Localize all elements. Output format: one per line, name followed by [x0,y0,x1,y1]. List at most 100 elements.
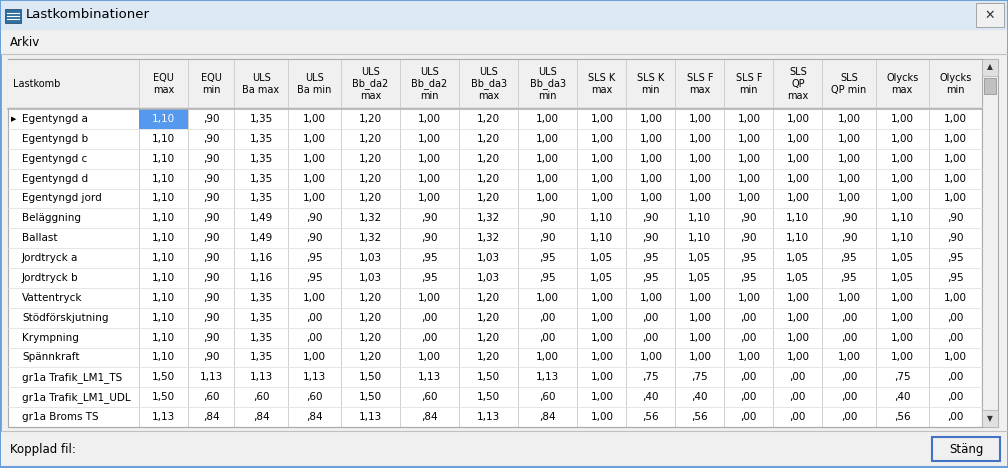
Text: ,60: ,60 [306,392,323,402]
Text: 1,00: 1,00 [786,333,809,343]
Text: 1,00: 1,00 [891,154,913,164]
Text: 1,00: 1,00 [591,293,613,303]
Text: ,00: ,00 [789,412,806,422]
Text: 1,00: 1,00 [891,313,913,323]
Text: 1,00: 1,00 [591,333,613,343]
Text: SLS
QP min: SLS QP min [832,73,867,95]
Text: 1,20: 1,20 [477,193,500,204]
Text: 1,10: 1,10 [152,333,175,343]
Text: 1,00: 1,00 [591,352,613,362]
Text: ,95: ,95 [948,273,964,283]
Text: 1,13: 1,13 [418,373,442,382]
Text: ,90: ,90 [203,333,220,343]
Text: 1,50: 1,50 [477,392,500,402]
Text: 1,10: 1,10 [786,213,809,223]
Text: 1,16: 1,16 [249,253,272,263]
Text: 1,16: 1,16 [249,273,272,283]
Text: ,00: ,00 [948,333,964,343]
Text: 1,00: 1,00 [591,392,613,402]
Text: ,90: ,90 [306,233,323,243]
Text: ,95: ,95 [741,253,757,263]
Text: ,90: ,90 [203,213,220,223]
Text: ,56: ,56 [642,412,659,422]
Text: ULS
Bb_da2
min: ULS Bb_da2 min [411,66,448,102]
Text: 1,10: 1,10 [152,352,175,362]
Text: 1,10: 1,10 [688,213,712,223]
Text: 1,03: 1,03 [477,253,500,263]
Bar [139,109,187,129]
Text: 1,00: 1,00 [302,174,326,183]
Text: 1,32: 1,32 [477,233,500,243]
Text: 1,05: 1,05 [786,253,809,263]
Text: 1,03: 1,03 [477,273,500,283]
Text: 1,00: 1,00 [891,352,913,362]
Text: 1,00: 1,00 [688,174,712,183]
Text: 1,00: 1,00 [639,134,662,144]
Text: 1,00: 1,00 [786,154,809,164]
Text: ,90: ,90 [643,213,659,223]
Text: ,00: ,00 [306,333,323,343]
Text: ,40: ,40 [894,392,910,402]
Text: 1,00: 1,00 [591,154,613,164]
Text: 1,10: 1,10 [152,134,175,144]
Text: ,90: ,90 [203,273,220,283]
Text: 1,05: 1,05 [891,253,913,263]
Text: 1,35: 1,35 [249,134,272,144]
Text: 1,10: 1,10 [152,213,175,223]
Text: ,95: ,95 [642,273,659,283]
Text: 1,00: 1,00 [737,293,760,303]
Text: 1,20: 1,20 [477,333,500,343]
Text: 1,00: 1,00 [591,174,613,183]
Text: ,00: ,00 [789,373,806,382]
Text: ,90: ,90 [306,213,323,223]
Text: 1,35: 1,35 [249,193,272,204]
Text: Lastkombinationer: Lastkombinationer [26,8,150,22]
Text: 1,00: 1,00 [943,134,967,144]
Text: 1,00: 1,00 [418,193,442,204]
Text: ,00: ,00 [643,313,659,323]
Text: 1,00: 1,00 [838,193,861,204]
Text: Egentyngd d: Egentyngd d [22,174,88,183]
Bar [982,410,998,427]
Text: ,75: ,75 [894,373,910,382]
Text: 1,13: 1,13 [249,373,272,382]
Text: 1,10: 1,10 [688,233,712,243]
Text: 1,00: 1,00 [737,174,760,183]
Text: 1,00: 1,00 [688,114,712,124]
Text: 1,00: 1,00 [891,174,913,183]
Text: 1,00: 1,00 [786,114,809,124]
Text: 1,00: 1,00 [786,174,809,183]
Text: 1,10: 1,10 [891,213,913,223]
Text: ,00: ,00 [421,313,437,323]
Text: Stäng: Stäng [949,443,983,455]
Text: Arkiv: Arkiv [10,36,40,49]
Text: ULS
Ba max: ULS Ba max [243,73,279,95]
Text: 1,00: 1,00 [786,352,809,362]
Bar [5,9,21,23]
Text: 1,35: 1,35 [249,352,272,362]
Text: 1,00: 1,00 [536,154,559,164]
Text: 1,00: 1,00 [302,114,326,124]
Text: 1,49: 1,49 [249,233,272,243]
Text: 1,00: 1,00 [591,373,613,382]
Text: ,40: ,40 [691,392,708,402]
Text: 1,00: 1,00 [639,114,662,124]
Text: 1,00: 1,00 [536,114,559,124]
Text: 1,13: 1,13 [200,373,223,382]
Text: 1,00: 1,00 [737,352,760,362]
Text: 1,00: 1,00 [943,174,967,183]
Text: ,90: ,90 [203,193,220,204]
Text: ,90: ,90 [421,213,437,223]
Text: 1,10: 1,10 [591,233,614,243]
Text: ,95: ,95 [948,253,964,263]
Text: ,60: ,60 [539,392,556,402]
Text: ,90: ,90 [421,233,437,243]
Text: 1,00: 1,00 [591,412,613,422]
Text: 1,05: 1,05 [688,253,712,263]
Text: 1,32: 1,32 [477,213,500,223]
Text: ▲: ▲ [987,63,993,72]
Text: 1,05: 1,05 [891,273,913,283]
Text: 1,00: 1,00 [786,293,809,303]
Text: ULS
Bb_da3
min: ULS Bb_da3 min [530,66,565,102]
Text: 1,35: 1,35 [249,174,272,183]
